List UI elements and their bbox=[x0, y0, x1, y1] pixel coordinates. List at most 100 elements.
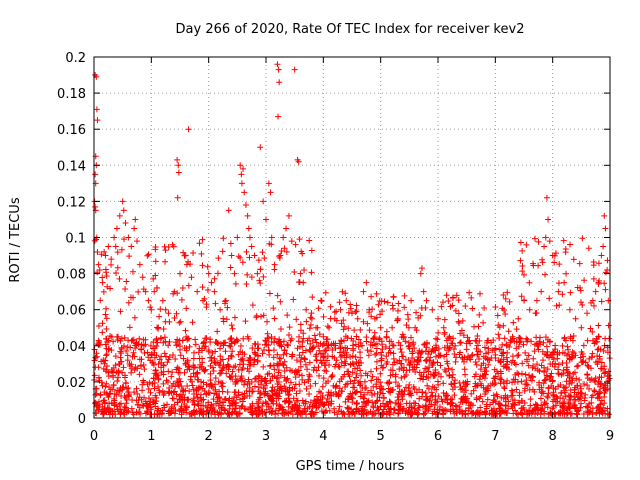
dense-point bbox=[461, 366, 468, 373]
dense-point bbox=[103, 380, 110, 387]
dense-point bbox=[92, 364, 99, 371]
dense-point bbox=[387, 389, 394, 396]
mid-point bbox=[270, 305, 277, 312]
dense-point bbox=[139, 381, 146, 388]
dense-point bbox=[225, 355, 232, 362]
data-point bbox=[572, 315, 579, 322]
dense-point bbox=[284, 409, 291, 416]
dense-point bbox=[227, 374, 234, 381]
dense-point bbox=[304, 366, 311, 373]
dense-point bbox=[319, 383, 326, 390]
dense-point bbox=[131, 389, 138, 396]
mid-point bbox=[162, 338, 169, 345]
dense-point bbox=[291, 385, 298, 392]
dense-point bbox=[107, 386, 114, 393]
mid-point bbox=[590, 262, 597, 269]
dense-point bbox=[523, 335, 530, 342]
data-point bbox=[276, 79, 283, 86]
data-point bbox=[120, 207, 127, 214]
data-point bbox=[420, 288, 427, 295]
mid-point bbox=[452, 307, 459, 314]
mid-point bbox=[445, 298, 452, 305]
mid-point bbox=[520, 271, 527, 278]
dense-point bbox=[145, 386, 152, 393]
data-point bbox=[320, 333, 327, 340]
dense-point bbox=[515, 371, 522, 378]
dense-point bbox=[157, 408, 164, 415]
data-point bbox=[492, 351, 499, 358]
mid-point bbox=[529, 260, 536, 267]
dense-point bbox=[199, 347, 206, 354]
mid-point bbox=[384, 299, 391, 306]
dense-point bbox=[291, 406, 298, 413]
x-axis-label: GPS time / hours bbox=[296, 459, 405, 474]
dense-point bbox=[276, 405, 283, 412]
dense-point bbox=[312, 398, 319, 405]
dense-point bbox=[327, 400, 334, 407]
mid-point bbox=[219, 248, 226, 255]
dense-point bbox=[462, 411, 469, 418]
dense-point bbox=[113, 391, 120, 398]
data-point bbox=[267, 189, 274, 196]
dense-point bbox=[306, 391, 313, 398]
data-point bbox=[134, 238, 140, 245]
dense-point bbox=[504, 377, 511, 384]
dense-point bbox=[381, 402, 388, 409]
dense-point bbox=[358, 372, 365, 379]
dense-point bbox=[172, 355, 179, 362]
mid-point bbox=[221, 298, 228, 305]
dense-point bbox=[132, 364, 139, 371]
dense-point bbox=[442, 406, 449, 413]
dense-point bbox=[373, 358, 380, 365]
mid-point bbox=[274, 360, 281, 367]
mid-point bbox=[260, 273, 267, 280]
mid-point bbox=[307, 314, 314, 321]
mid-point bbox=[551, 259, 558, 266]
dense-point bbox=[538, 402, 545, 409]
dense-point bbox=[579, 351, 586, 358]
dense-point bbox=[584, 362, 591, 369]
dense-point bbox=[178, 411, 185, 418]
y-tick-label: 0.1 bbox=[65, 232, 86, 247]
data-point bbox=[566, 306, 573, 313]
dense-point bbox=[365, 399, 372, 406]
dense-point bbox=[265, 403, 272, 410]
dense-point bbox=[309, 337, 316, 344]
mid-point bbox=[309, 345, 316, 352]
dense-point bbox=[483, 368, 490, 375]
dense-point bbox=[515, 399, 522, 406]
mid-point bbox=[317, 340, 324, 347]
dense-point bbox=[331, 363, 338, 370]
data-point bbox=[277, 252, 284, 259]
dense-point bbox=[216, 370, 223, 377]
dense-point bbox=[205, 399, 212, 406]
dense-point bbox=[513, 410, 520, 417]
dense-point bbox=[283, 376, 290, 383]
mid-point bbox=[147, 357, 154, 364]
dense-point bbox=[359, 403, 366, 410]
dense-point bbox=[212, 348, 219, 355]
mid-point bbox=[121, 334, 128, 341]
dense-point bbox=[417, 354, 424, 361]
y-tick-label: 0.08 bbox=[57, 268, 86, 283]
data-point bbox=[452, 342, 459, 349]
dense-point bbox=[395, 406, 402, 413]
dense-point bbox=[477, 366, 484, 373]
data-point bbox=[601, 212, 608, 219]
dense-point bbox=[482, 388, 489, 395]
dense-point bbox=[308, 410, 315, 417]
mid-point bbox=[243, 281, 250, 288]
mid-point bbox=[441, 329, 448, 336]
dense-point bbox=[183, 345, 190, 352]
mid-point bbox=[556, 302, 563, 309]
dense-point bbox=[117, 400, 124, 407]
dense-point bbox=[134, 401, 141, 408]
dense-point bbox=[99, 408, 106, 415]
dense-point bbox=[601, 382, 608, 389]
mid-point bbox=[100, 288, 107, 295]
dense-point bbox=[212, 400, 219, 407]
mid-point bbox=[511, 359, 518, 366]
mid-point bbox=[306, 325, 313, 332]
mid-point bbox=[345, 325, 352, 332]
dense-point bbox=[509, 396, 516, 403]
